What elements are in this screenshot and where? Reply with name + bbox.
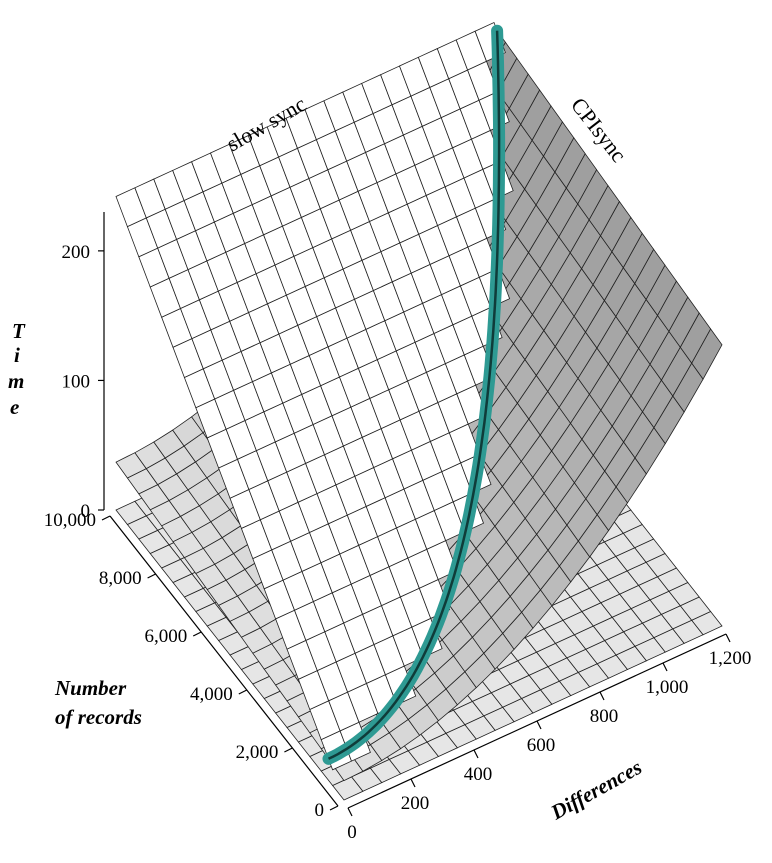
differences-tick-label: 400: [464, 764, 493, 785]
time-axis-title-i: i: [14, 343, 20, 367]
differences-axis-tick: [537, 721, 541, 729]
time-axis-title-m: m: [8, 369, 24, 393]
differences-tick-label: 200: [401, 793, 430, 814]
differences-tick-label: 1,200: [709, 648, 752, 669]
records-axis-tick: [193, 632, 201, 636]
differences-axis-title: Differences: [546, 755, 646, 825]
differences-tick-label: 800: [590, 706, 619, 727]
records-tick-label: 2,000: [236, 742, 279, 763]
differences-tick-label: 1,000: [646, 677, 689, 698]
differences-axis-tick: [474, 750, 478, 758]
time-tick-label: 200: [62, 242, 91, 263]
records-axis-tick: [148, 574, 156, 578]
records-tick-label: 10,000: [44, 510, 96, 531]
differences-tick-label: 600: [527, 735, 556, 756]
time-axis-title-t: T: [12, 319, 26, 343]
records-axis-tick: [330, 806, 338, 810]
records-axis-title-line2: of records: [55, 705, 142, 729]
records-axis-title-line1: Number: [54, 676, 127, 700]
time-axis-title-e: e: [10, 395, 19, 419]
differences-axis-tick: [348, 808, 352, 816]
differences-axis-tick: [411, 779, 415, 787]
differences-axis-tick: [600, 692, 604, 700]
time-tick-label: 100: [62, 371, 91, 392]
differences-axis-tick: [726, 634, 730, 642]
differences-tick-label: 0: [347, 822, 357, 843]
differences-axis-tick: [663, 663, 667, 671]
records-axis-tick: [239, 690, 247, 694]
records-tick-label: 4,000: [190, 684, 233, 705]
records-axis-tick: [284, 748, 292, 752]
records-tick-label: 0: [315, 800, 325, 821]
records-axis-tick: [102, 516, 110, 520]
records-tick-label: 6,000: [144, 626, 187, 647]
records-tick-label: 8,000: [99, 568, 142, 589]
